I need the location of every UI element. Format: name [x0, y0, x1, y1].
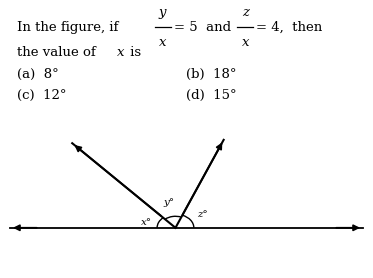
Text: x: x [159, 36, 166, 49]
Text: is: is [126, 46, 141, 59]
Text: x: x [242, 36, 249, 49]
Text: (b)  18°: (b) 18° [186, 68, 237, 81]
Text: (c)  12°: (c) 12° [18, 88, 67, 101]
Text: = 5  and: = 5 and [174, 21, 231, 34]
Text: the value of: the value of [18, 46, 100, 59]
Text: y: y [159, 6, 166, 19]
Text: x°: x° [141, 218, 152, 227]
Text: x: x [117, 46, 124, 59]
Text: (d)  15°: (d) 15° [186, 88, 237, 101]
Text: z: z [242, 6, 249, 19]
Text: (a)  8°: (a) 8° [18, 68, 59, 81]
Text: y°: y° [164, 198, 175, 207]
Text: z°: z° [198, 210, 208, 219]
Text: In the figure, if: In the figure, if [18, 21, 119, 34]
Text: = 4,  then: = 4, then [256, 21, 323, 34]
